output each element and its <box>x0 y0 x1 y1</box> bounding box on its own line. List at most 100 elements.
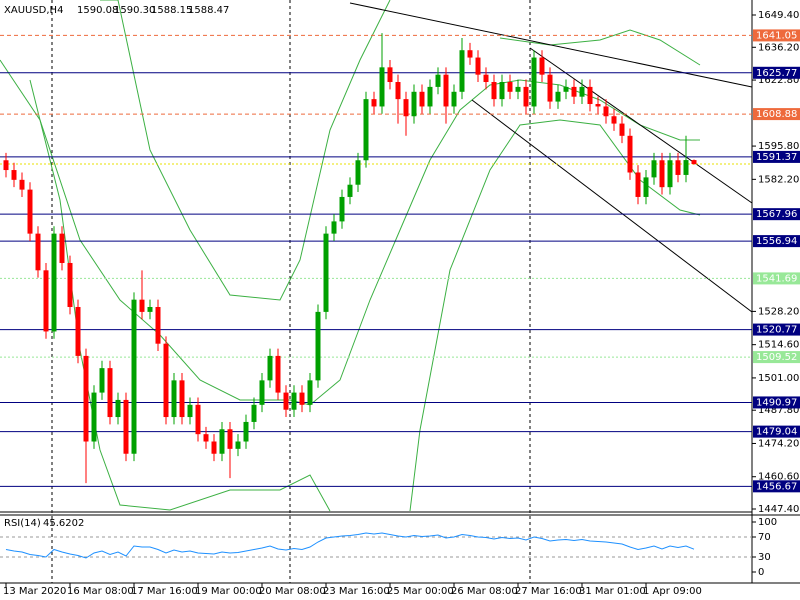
y-tick-label: 1622.80 <box>758 75 799 86</box>
candle-body <box>371 99 377 107</box>
level-label: 1479.04 <box>756 427 797 438</box>
y-tick-label: 1487.80 <box>758 405 799 416</box>
candle-body <box>499 82 505 100</box>
candle-body <box>275 355 281 393</box>
candle-body <box>395 82 401 100</box>
candle-body <box>179 380 185 418</box>
candle-body <box>315 311 321 381</box>
candle-body <box>587 86 593 105</box>
candle-body <box>547 74 553 102</box>
candle-body <box>171 380 177 418</box>
trend-line <box>349 2 753 88</box>
candle-body <box>539 57 545 75</box>
candle-body <box>3 160 9 171</box>
x-tick-label: 31 Mar 01:00 <box>579 586 646 597</box>
x-tick-label: 27 Mar 16:00 <box>515 586 582 597</box>
candle-body <box>635 172 641 197</box>
candle-body <box>227 429 233 449</box>
candle-body <box>59 233 65 263</box>
y-tick-label: 1501.00 <box>758 373 799 384</box>
level-label: 1541.69 <box>756 273 797 284</box>
band-middle <box>0 59 700 406</box>
rsi-title: RSI(14) <box>4 518 41 529</box>
y-tick-label: 1514.60 <box>758 340 799 351</box>
band-upper <box>100 0 391 301</box>
y-tick-label: 1595.80 <box>758 141 799 152</box>
band-upper <box>499 29 701 66</box>
y-tick-label: 1447.40 <box>758 504 799 515</box>
last-open: 1590.08 <box>77 5 118 16</box>
candle-body <box>483 74 489 83</box>
y-tick-label: 1636.20 <box>758 42 799 53</box>
candle-body <box>19 179 25 190</box>
level-tag <box>753 29 800 42</box>
level-tag <box>753 235 800 248</box>
level-tag <box>753 208 800 221</box>
candle-body <box>579 86 585 97</box>
candle-body <box>307 380 313 405</box>
candle-body <box>147 306 153 312</box>
candle-body <box>299 392 305 405</box>
candle-body <box>515 86 521 92</box>
x-tick-label: 26 Mar 08:00 <box>451 586 518 597</box>
candle-body <box>435 74 441 87</box>
candle-body <box>523 86 529 107</box>
symbol-title: XAUUSD,H4 <box>4 5 63 16</box>
candle-body <box>131 299 137 454</box>
x-tick-label: 25 Mar 00:00 <box>387 586 454 597</box>
candle-body <box>387 67 393 83</box>
y-tick-label: 1528.20 <box>758 306 799 317</box>
candle-body <box>411 91 417 117</box>
candle-body <box>667 160 673 188</box>
rsi-line <box>5 532 695 559</box>
level-label: 1641.05 <box>756 30 797 41</box>
candle-body <box>27 189 33 234</box>
candle-body <box>75 306 81 356</box>
trend-line <box>471 99 753 313</box>
candle-body <box>35 233 41 271</box>
band-lower <box>409 119 701 512</box>
candle-body <box>475 57 481 75</box>
candle-body <box>347 184 353 197</box>
candle-body <box>443 74 449 107</box>
level-label: 1625.77 <box>756 68 797 79</box>
x-tick-label: 23 Mar 16:00 <box>323 586 390 597</box>
candle-body <box>291 392 297 410</box>
candle-body <box>675 160 681 175</box>
level-label: 1490.97 <box>756 397 797 408</box>
candle-body <box>219 429 225 454</box>
candle-body <box>379 67 385 107</box>
candle-body <box>363 99 369 161</box>
candle-body <box>555 91 561 102</box>
candle-body <box>683 160 689 175</box>
x-tick-label: 20 Mar 08:00 <box>259 586 326 597</box>
candle-body <box>235 441 241 449</box>
candle-body <box>531 57 537 107</box>
level-label: 1456.67 <box>756 481 797 492</box>
candle-body <box>571 86 577 97</box>
candle-body <box>43 270 49 332</box>
candle-body <box>507 82 513 92</box>
candle-body <box>195 404 201 435</box>
candle-body <box>691 160 697 165</box>
trend-line <box>529 47 753 204</box>
level-tag <box>753 425 800 438</box>
candle-body <box>67 262 73 307</box>
x-tick-label: 16 Mar 08:00 <box>67 586 134 597</box>
candle-body <box>123 399 129 454</box>
candle-body <box>563 86 569 92</box>
level-tag <box>753 272 800 285</box>
level-tag <box>753 323 800 336</box>
candle-body <box>115 399 121 418</box>
candle-body <box>51 233 57 332</box>
candle-body <box>427 86 433 107</box>
band-lower <box>29 79 331 512</box>
candle-body <box>643 177 649 197</box>
candle-body <box>267 355 273 381</box>
x-tick-label: 1 Apr 09:00 <box>643 586 702 597</box>
last-high: 1590.30 <box>114 5 155 16</box>
level-tag <box>753 351 800 364</box>
level-tag <box>753 108 800 121</box>
candle-body <box>659 160 665 188</box>
